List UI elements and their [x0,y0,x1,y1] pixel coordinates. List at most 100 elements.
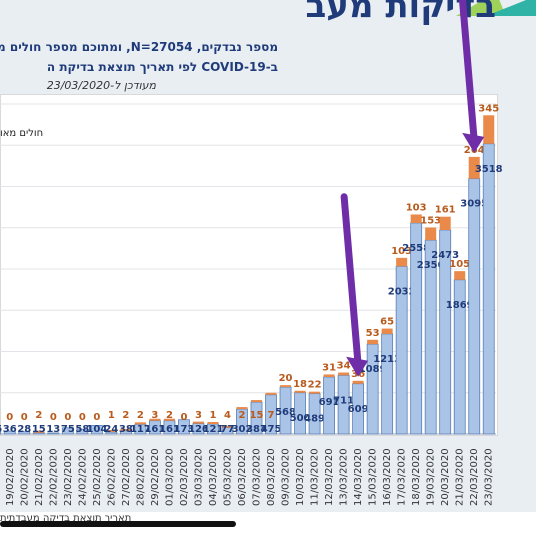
bar-positive [250,400,263,403]
x-tick-label: 13/03/2020 [339,448,350,506]
x-tick-label: 22/03/2020 [469,448,480,506]
bar-positive [425,227,437,241]
bar-label-negative: 45 [0,424,2,435]
brand-logo [456,0,536,16]
bar-label-positive: 0 [79,412,86,423]
bar-positive [265,392,277,395]
bar-label-negative: 500 [290,413,311,424]
x-tick-label: 19/03/2020 [426,448,437,506]
bar-label-positive: 4 [224,410,231,421]
x-tick-label: 27/02/2020 [121,448,132,506]
x-tick-label: 02/03/2020 [179,448,190,506]
bar-positive [381,328,393,334]
bar-positive [410,214,422,223]
x-tick-label: 09/03/2020 [281,448,292,506]
bar-label-negative: 3095 [460,199,488,210]
bar-label-negative: 475 [261,424,282,435]
bar-label-positive: 153 [420,216,441,227]
updated-date: מעודכן ל-23/03/2020 [46,79,156,92]
bar-positive [454,271,466,280]
bar-label-positive: 31 [322,362,336,373]
x-tick-label: 21/03/2020 [455,448,466,506]
bar-label-positive: 103 [406,202,427,213]
x-tick-label: 25/02/2020 [92,448,103,506]
x-tick-label: 14/03/2020 [353,448,364,506]
x-tick-label: 08/03/2020 [266,448,277,506]
bar-label-negative: 2350 [417,260,445,271]
x-tick-label: 05/03/2020 [222,448,233,506]
bar-negative [0,429,2,435]
x-tick-label: 11/03/2020 [310,448,321,506]
bar-positive [396,257,408,267]
bar-label-negative: 609 [348,404,369,415]
bar-label-positive: 0 [64,412,71,423]
bar-negative [3,430,16,435]
bar-positive [338,372,350,376]
bar-label-positive: 22 [308,380,322,391]
chart-subtitle-line1: מספר נבדקים, N=27054, ומתוכם מספר חולים … [0,40,278,54]
annotation-arrow-shaft [340,193,362,369]
x-tick-label: 24/02/2020 [77,448,88,506]
bar-positive [221,425,234,428]
bar-positive [33,430,45,433]
bar-positive [134,422,146,425]
bar-label-positive: 105 [449,259,470,270]
bar-label-negative: 126 [188,424,209,435]
bar-positive [120,428,132,431]
chart-subtitle-line2: ב-COVID-19 לפי תאריך תוצאת בדיקת ה [46,60,278,74]
bar-label-negative: 3518 [475,164,503,175]
bar-label-positive: 3 [195,410,202,421]
bar-label-positive: 2 [122,410,129,421]
bar-label-negative: 1213 [373,354,401,365]
bar-label-negative: 77 [221,424,235,435]
bar-positive [149,418,161,421]
x-tick-label: 07/03/2020 [252,448,263,506]
bar-label-positive: 1 [108,410,115,421]
x-tick-label: 18/02/2020 [0,448,1,506]
bar-label-positive: 7 [268,410,275,421]
bar-label-positive: 345 [478,103,499,114]
bar-positive [352,380,364,384]
bar-label-positive: 0 [180,412,187,423]
x-tick-label: 23/02/2020 [63,448,74,506]
bar-label-positive: 18 [293,379,307,390]
bar-label-negative: 117 [130,424,151,435]
bar-positive [439,216,451,230]
bar-positive [105,430,117,433]
x-tick-label: 28/02/2020 [135,448,146,506]
bar-positive [323,374,335,377]
bar-positive [309,391,321,394]
bar-negative [410,222,423,435]
bar-label-positive: 0 [21,412,28,423]
bar-label-positive: 34 [337,361,351,372]
x-tick-label: 20/03/2020 [440,448,451,506]
bar-label-positive: 20 [279,373,293,384]
x-tick-label: 18/03/2020 [411,448,422,506]
x-tick-label: 03/03/2020 [193,448,204,506]
x-tick-label: 23/03/2020 [484,448,495,506]
x-tick-label: 16/03/2020 [382,448,393,506]
bar-label-positive: 2 [35,410,42,421]
bar-negative [178,419,190,435]
bar-label-negative: 2032 [388,286,416,297]
x-tick-label: 22/02/2020 [48,448,59,506]
bar-negative [90,425,103,435]
x-tick-label: 04/03/2020 [208,448,219,506]
bar-label-negative: 121 [203,424,224,435]
bar-positive [236,407,248,410]
x-tick-label: 19/02/2020 [5,448,16,506]
bar-label-positive: 65 [380,317,394,328]
x-tick-label: 17/03/2020 [397,448,408,506]
bar-positive [192,421,204,424]
x-tick-label: 01/03/2020 [164,448,175,506]
x-tick-label: 15/03/2020 [368,448,379,506]
bar-label-negative: 28 [17,424,31,435]
bar-label-negative: 13 [46,424,60,435]
bar-label-negative: 711 [333,395,354,406]
bar-label-negative: 2473 [431,250,459,261]
x-tick-label: 29/02/2020 [150,448,161,506]
bar-negative [482,143,495,435]
bar-positive [163,418,175,421]
bar-negative [76,428,89,435]
